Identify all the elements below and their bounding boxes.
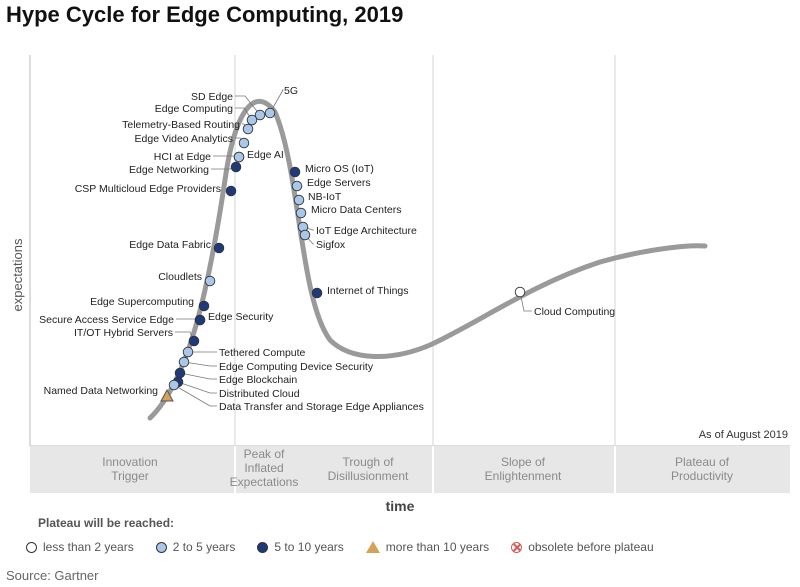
tech-marker: [291, 180, 303, 192]
tech-label: SD Edge: [191, 91, 233, 103]
tech-marker: [311, 287, 323, 299]
tech-label: Telemetry-Based Routing: [122, 119, 240, 131]
tech-marker: [264, 107, 276, 119]
leader-line-28: [519, 291, 532, 312]
legend-item-less-than-2: less than 2 years: [26, 540, 134, 554]
tech-label: Edge Security: [208, 311, 274, 323]
as-of-date: As of August 2019: [699, 429, 788, 441]
tech-marker: [289, 166, 301, 178]
tech-label: Cloudlets: [158, 271, 202, 283]
leader-line-17: [179, 372, 217, 380]
tech-label: Edge Video Analytics: [135, 133, 233, 145]
tech-label: Edge Computing: [155, 103, 233, 115]
phase-label-3: Slope of Enlightenment: [485, 455, 562, 483]
leader-line-1: [269, 89, 284, 114]
source-note: Source: Gartner: [6, 568, 99, 583]
tech-label: IoT Edge Architecture: [316, 225, 417, 237]
tech-marker: [233, 151, 245, 163]
legend-item-obsolete: obsolete before plateau: [511, 540, 654, 554]
legend: less than 2 years 2 to 5 years 5 to 10 y…: [26, 540, 654, 554]
tech-label: Sigfox: [316, 239, 346, 251]
x-axis-label: time: [386, 498, 415, 514]
tech-marker: [246, 114, 258, 126]
phase-label-0: Innovation Trigger: [102, 455, 157, 483]
tech-label: Edge Computing Device Security: [219, 361, 374, 373]
leader-line-19: [173, 384, 217, 407]
tech-label: Edge Supercomputing: [90, 296, 194, 308]
tech-label: Distributed Cloud: [219, 388, 300, 400]
tech-label: Edge Blockchain: [219, 374, 297, 386]
tech-label: Edge AI: [247, 149, 284, 161]
tech-marker-triangle: [160, 388, 174, 402]
tech-marker: [168, 379, 180, 391]
hype-curve: [147, 98, 708, 421]
legend-item-more-than-10: more than 10 years: [365, 540, 490, 554]
tech-label: Named Data Networking: [44, 385, 159, 397]
tech-marker: [182, 346, 194, 358]
chart-title: Hype Cycle for Edge Computing, 2019: [6, 2, 404, 27]
legend-label: less than 2 years: [43, 540, 134, 554]
tech-label: Edge Data Fabric: [129, 239, 211, 251]
leader-line-16: [183, 361, 217, 367]
tech-label: Micro Data Centers: [311, 204, 401, 216]
tech-marker: [188, 335, 200, 347]
legend-label: obsolete before plateau: [528, 540, 654, 554]
leader-line-0: [235, 95, 261, 116]
tech-label: Edge Networking: [129, 164, 209, 176]
legend-label: 2 to 5 years: [172, 540, 236, 554]
tech-label: Data Transfer and Storage Edge Appliance…: [219, 401, 424, 413]
tech-marker: [514, 286, 526, 298]
tech-label: IT/OT Hybrid Servers: [74, 327, 173, 339]
tech-label: CSP Multicloud Edge Providers: [75, 183, 221, 195]
tech-marker: [254, 109, 266, 121]
phase-label-4: Plateau of Productivity: [671, 455, 733, 483]
tech-marker: [242, 123, 254, 135]
tech-label: Micro OS (IoT): [305, 163, 374, 175]
tech-label: Secure Access Service Edge: [39, 314, 174, 326]
tech-marker: [238, 137, 250, 149]
legend-label: more than 10 years: [385, 540, 490, 554]
tech-marker: [213, 242, 225, 254]
tech-marker: [299, 229, 311, 241]
obsolete-x-circle-icon: [511, 541, 523, 553]
tech-marker: [230, 161, 242, 173]
tech-marker: [198, 300, 210, 312]
tech-marker: [204, 275, 216, 287]
tech-marker: [225, 185, 237, 197]
tech-label: Cloud Computing: [534, 306, 615, 318]
phase-label-1: Peak of Inflated Expectations: [230, 447, 299, 489]
tech-label: Edge Servers: [307, 177, 371, 189]
tech-marker: [194, 314, 206, 326]
dark-blue-circle-icon: [257, 541, 269, 553]
tech-label: Internet of Things: [327, 285, 409, 297]
phase-label-2: Trough of Disillusionment: [328, 455, 409, 483]
orange-triangle-icon: [365, 541, 380, 553]
legend-title: Plateau will be reached:: [38, 516, 175, 530]
tech-marker: [174, 367, 186, 379]
tech-label: Tethered Compute: [219, 347, 306, 359]
tech-marker: [293, 194, 305, 206]
phase-band: [30, 446, 790, 493]
legend-item-2-to-5: 2 to 5 years: [155, 540, 236, 554]
y-axis-label: expectations: [10, 238, 25, 311]
tech-marker: [295, 207, 307, 219]
legend-item-5-to-10: 5 to 10 years: [257, 540, 344, 554]
tech-marker: [178, 356, 190, 368]
tech-label: NB-IoT: [308, 191, 342, 203]
legend-label: 5 to 10 years: [274, 540, 344, 554]
leader-line-18: [177, 381, 217, 394]
tech-label: HCI at Edge: [154, 151, 211, 163]
tech-label: 5G: [284, 85, 298, 97]
white-circle-icon: [26, 541, 37, 553]
light-blue-circle-icon: [155, 541, 167, 553]
